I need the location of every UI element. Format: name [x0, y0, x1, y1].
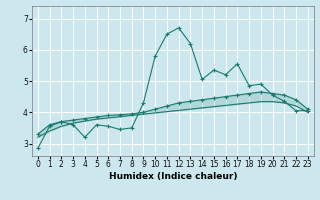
X-axis label: Humidex (Indice chaleur): Humidex (Indice chaleur)	[108, 172, 237, 181]
